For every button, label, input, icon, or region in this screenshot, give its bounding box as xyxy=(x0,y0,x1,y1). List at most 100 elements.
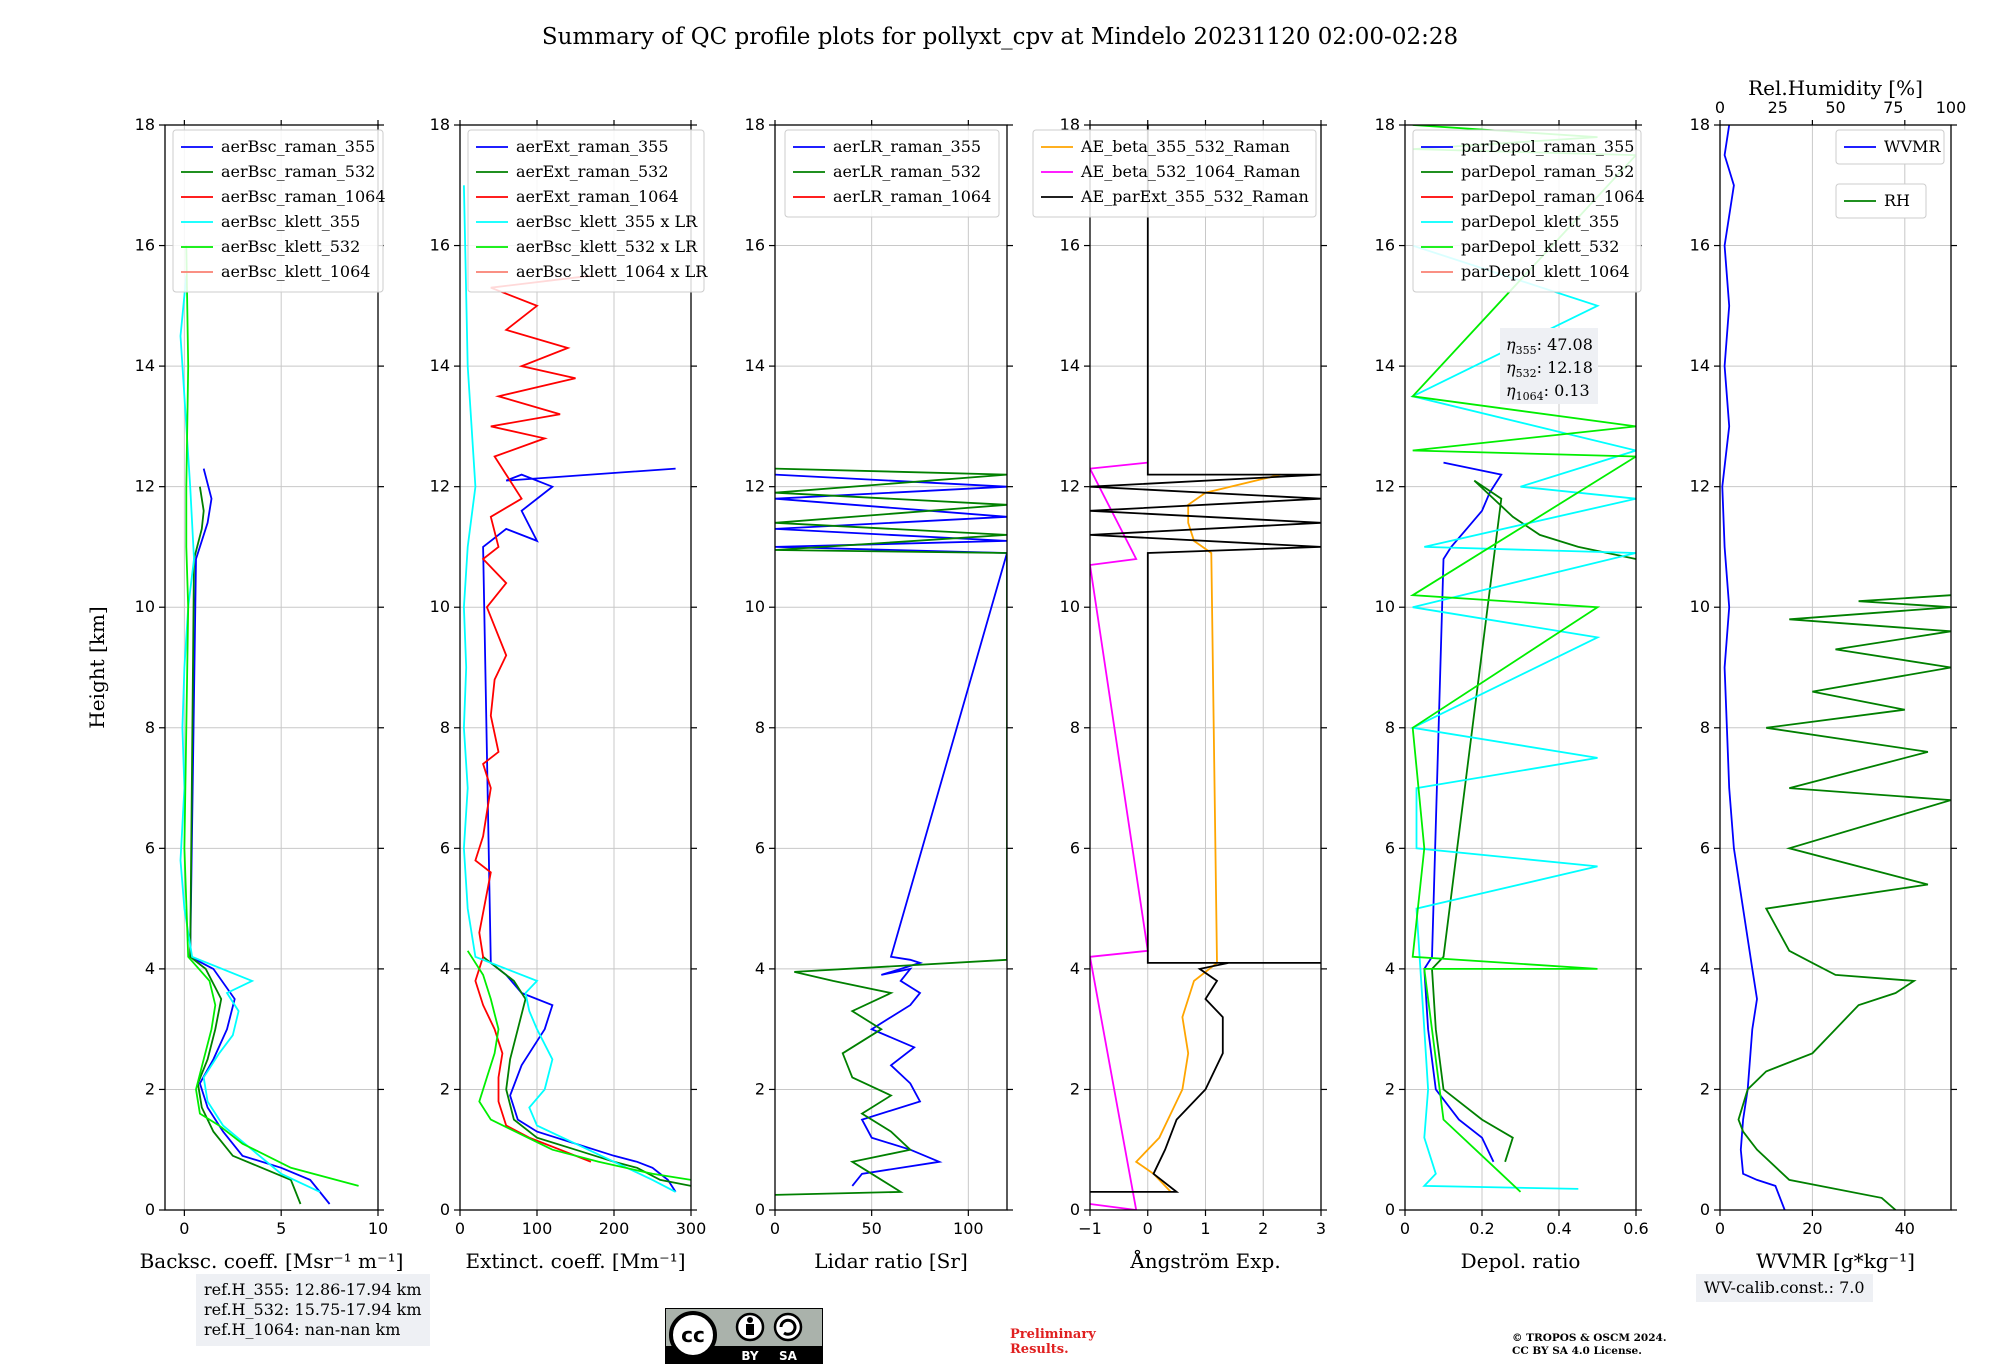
series-line-aerExt_raman_1064 xyxy=(474,274,592,1163)
legend-label: aerLR_raman_1064 xyxy=(833,187,991,206)
y-tick-label: 18 xyxy=(1690,115,1710,134)
cc-icon xyxy=(669,1311,717,1359)
y-tick-label: 2 xyxy=(1385,1079,1395,1098)
series-group xyxy=(179,245,359,1205)
x-tick-label: 0.2 xyxy=(1469,1219,1494,1238)
y-tick-label: 16 xyxy=(745,236,765,255)
y-tick-label: 6 xyxy=(1700,838,1710,857)
legend: aerExt_raman_355 aerExt_raman_532 aerExt_r… xyxy=(467,129,708,293)
top-tick-label: 75 xyxy=(1883,98,1903,117)
axes-frame xyxy=(1719,124,1952,1211)
top-axis-label: Rel.Humidity [%] xyxy=(1748,76,1923,100)
ref-height-532: ref.H_532: 15.75-17.94 km xyxy=(204,1300,422,1319)
series-line-AE_beta_532_1064_Raman xyxy=(1090,461,1149,1210)
wv-calib-box: WV-calib.const.: 7.0 xyxy=(1696,1274,1873,1302)
legend-label: aerExt_raman_355 xyxy=(516,137,669,156)
x-tick-label: 3 xyxy=(1316,1219,1326,1238)
legend-label: parDepol_raman_1064 xyxy=(1461,187,1645,206)
x-axis-label: Backsc. coeff. [Msr⁻¹ m⁻¹] xyxy=(140,1249,404,1273)
y-tick-label: 6 xyxy=(1070,838,1080,857)
x-tick-label: 100 xyxy=(522,1219,553,1238)
y-tick-label: 0 xyxy=(1700,1200,1710,1219)
series-line-aerBsc_klett_532 xyxy=(183,245,359,1187)
legend-label: parDepol_raman_532 xyxy=(1461,162,1634,181)
legend: AE_beta_355_532_Raman AE_beta_532_1064_Ra… xyxy=(1032,129,1317,218)
y-tick-label: 2 xyxy=(1070,1079,1080,1098)
y-tick-label: 0 xyxy=(440,1200,450,1219)
cc-by-label: BY xyxy=(741,1349,758,1363)
preliminary-results-note: Preliminary Results. xyxy=(1010,1327,1096,1357)
eta-1064: η1064: 0.13 xyxy=(1506,381,1590,403)
x-axis-label: Ångström Exp. xyxy=(1129,1248,1280,1273)
legend-label: WVMR xyxy=(1884,137,1941,156)
top-tick-label: 50 xyxy=(1825,98,1845,117)
legend-label: aerBsc_klett_532 x LR xyxy=(516,237,698,256)
y-tick-label: 12 xyxy=(430,477,450,496)
top-tick-label: 25 xyxy=(1768,98,1788,117)
y-tick-label: 12 xyxy=(1060,477,1080,496)
y-tick-label: 4 xyxy=(145,959,155,978)
y-tick-label: 10 xyxy=(745,597,765,616)
copyright-note: © TROPOS & OSCM 2024. CC BY SA 4.0 Licen… xyxy=(1512,1332,1667,1357)
series-group xyxy=(1090,125,1321,1210)
y-tick-label: 10 xyxy=(1375,597,1395,616)
x-axis-label: Depol. ratio xyxy=(1461,1249,1581,1273)
legend-label: aerBsc_raman_355 xyxy=(221,137,375,156)
y-tick-label: 4 xyxy=(1700,959,1710,978)
x-tick-label: 5 xyxy=(276,1219,286,1238)
series-group xyxy=(1721,125,1951,1210)
legend-label: AE_parExt_355_532_Raman xyxy=(1080,187,1309,206)
x-tick-label: 0 xyxy=(179,1219,189,1238)
legend: aerBsc_raman_355 aerBsc_raman_532 aerBsc_r… xyxy=(172,129,386,293)
cc-sa-label: SA xyxy=(779,1349,798,1363)
axes-frame xyxy=(164,124,379,1211)
legend-label: parDepol_raman_355 xyxy=(1461,137,1634,156)
legend-label: AE_beta_532_1064_Raman xyxy=(1080,162,1300,181)
axes-frame xyxy=(774,124,1008,1211)
series-line-aerLR_raman_532 xyxy=(775,467,1007,1196)
x-tick-label: 300 xyxy=(676,1219,707,1238)
y-tick-label: 14 xyxy=(430,356,450,375)
y-tick-label: 12 xyxy=(745,477,765,496)
y-tick-label: 8 xyxy=(755,718,765,737)
series-line-aerBsc_raman_355 xyxy=(189,468,331,1205)
x-tick-label: 1 xyxy=(1200,1219,1210,1238)
y-tick-label: 8 xyxy=(1070,718,1080,737)
x-tick-label: 0 xyxy=(770,1219,780,1238)
y-tick-label: 6 xyxy=(145,838,155,857)
wv-calib-const: WV-calib.const.: 7.0 xyxy=(1704,1278,1865,1297)
x-tick-label: 50 xyxy=(861,1219,881,1238)
legend-wvmr: WVMR xyxy=(1835,129,1945,165)
series-line-AE_parExt_355_532_Raman xyxy=(1090,125,1321,1193)
y-tick-label: 0 xyxy=(145,1200,155,1219)
series-group xyxy=(462,185,691,1193)
y-tick-label: 0 xyxy=(755,1200,765,1219)
y-tick-label: 2 xyxy=(1700,1079,1710,1098)
y-tick-label: 10 xyxy=(430,597,450,616)
y-tick-label: 12 xyxy=(1375,477,1395,496)
eta-532: η532: 12.18 xyxy=(1506,358,1593,380)
series-line-AE_beta_355_532_Raman xyxy=(1134,473,1281,1193)
y-tick-label: 14 xyxy=(1375,356,1395,375)
x-tick-label: 0.4 xyxy=(1546,1219,1571,1238)
legend-rh: RH xyxy=(1835,183,1927,219)
ref-height-1064: ref.H_1064: nan-nan km xyxy=(204,1320,401,1339)
panel-wv: 0 20 40 0 2 4 6 8 10 12 14 16 18 WVMR [g*kg⁻¹] 0 25 50 75… xyxy=(1690,76,1967,1273)
y-tick-label: 2 xyxy=(755,1079,765,1098)
series-line-aerExt_raman_532 xyxy=(482,956,691,1187)
y-tick-label: 12 xyxy=(1690,477,1710,496)
x-axis-label: WVMR [g*kg⁻¹] xyxy=(1756,1249,1915,1273)
y-tick-label: 14 xyxy=(745,356,765,375)
y-tick-label: 14 xyxy=(135,356,155,375)
y-tick-label: 2 xyxy=(440,1079,450,1098)
series-line-WVMR xyxy=(1721,125,1786,1210)
legend: parDepol_raman_355 parDepol_raman_532 parD… xyxy=(1412,129,1645,293)
legend: aerLR_raman_355 aerLR_raman_532 aerLR_rama… xyxy=(784,129,1000,218)
y-tick-label: 14 xyxy=(1060,356,1080,375)
y-tick-label: 4 xyxy=(755,959,765,978)
y-tick-label: 18 xyxy=(745,115,765,134)
legend-label: aerBsc_raman_532 xyxy=(221,162,375,181)
share-alike-icon xyxy=(773,1312,803,1342)
